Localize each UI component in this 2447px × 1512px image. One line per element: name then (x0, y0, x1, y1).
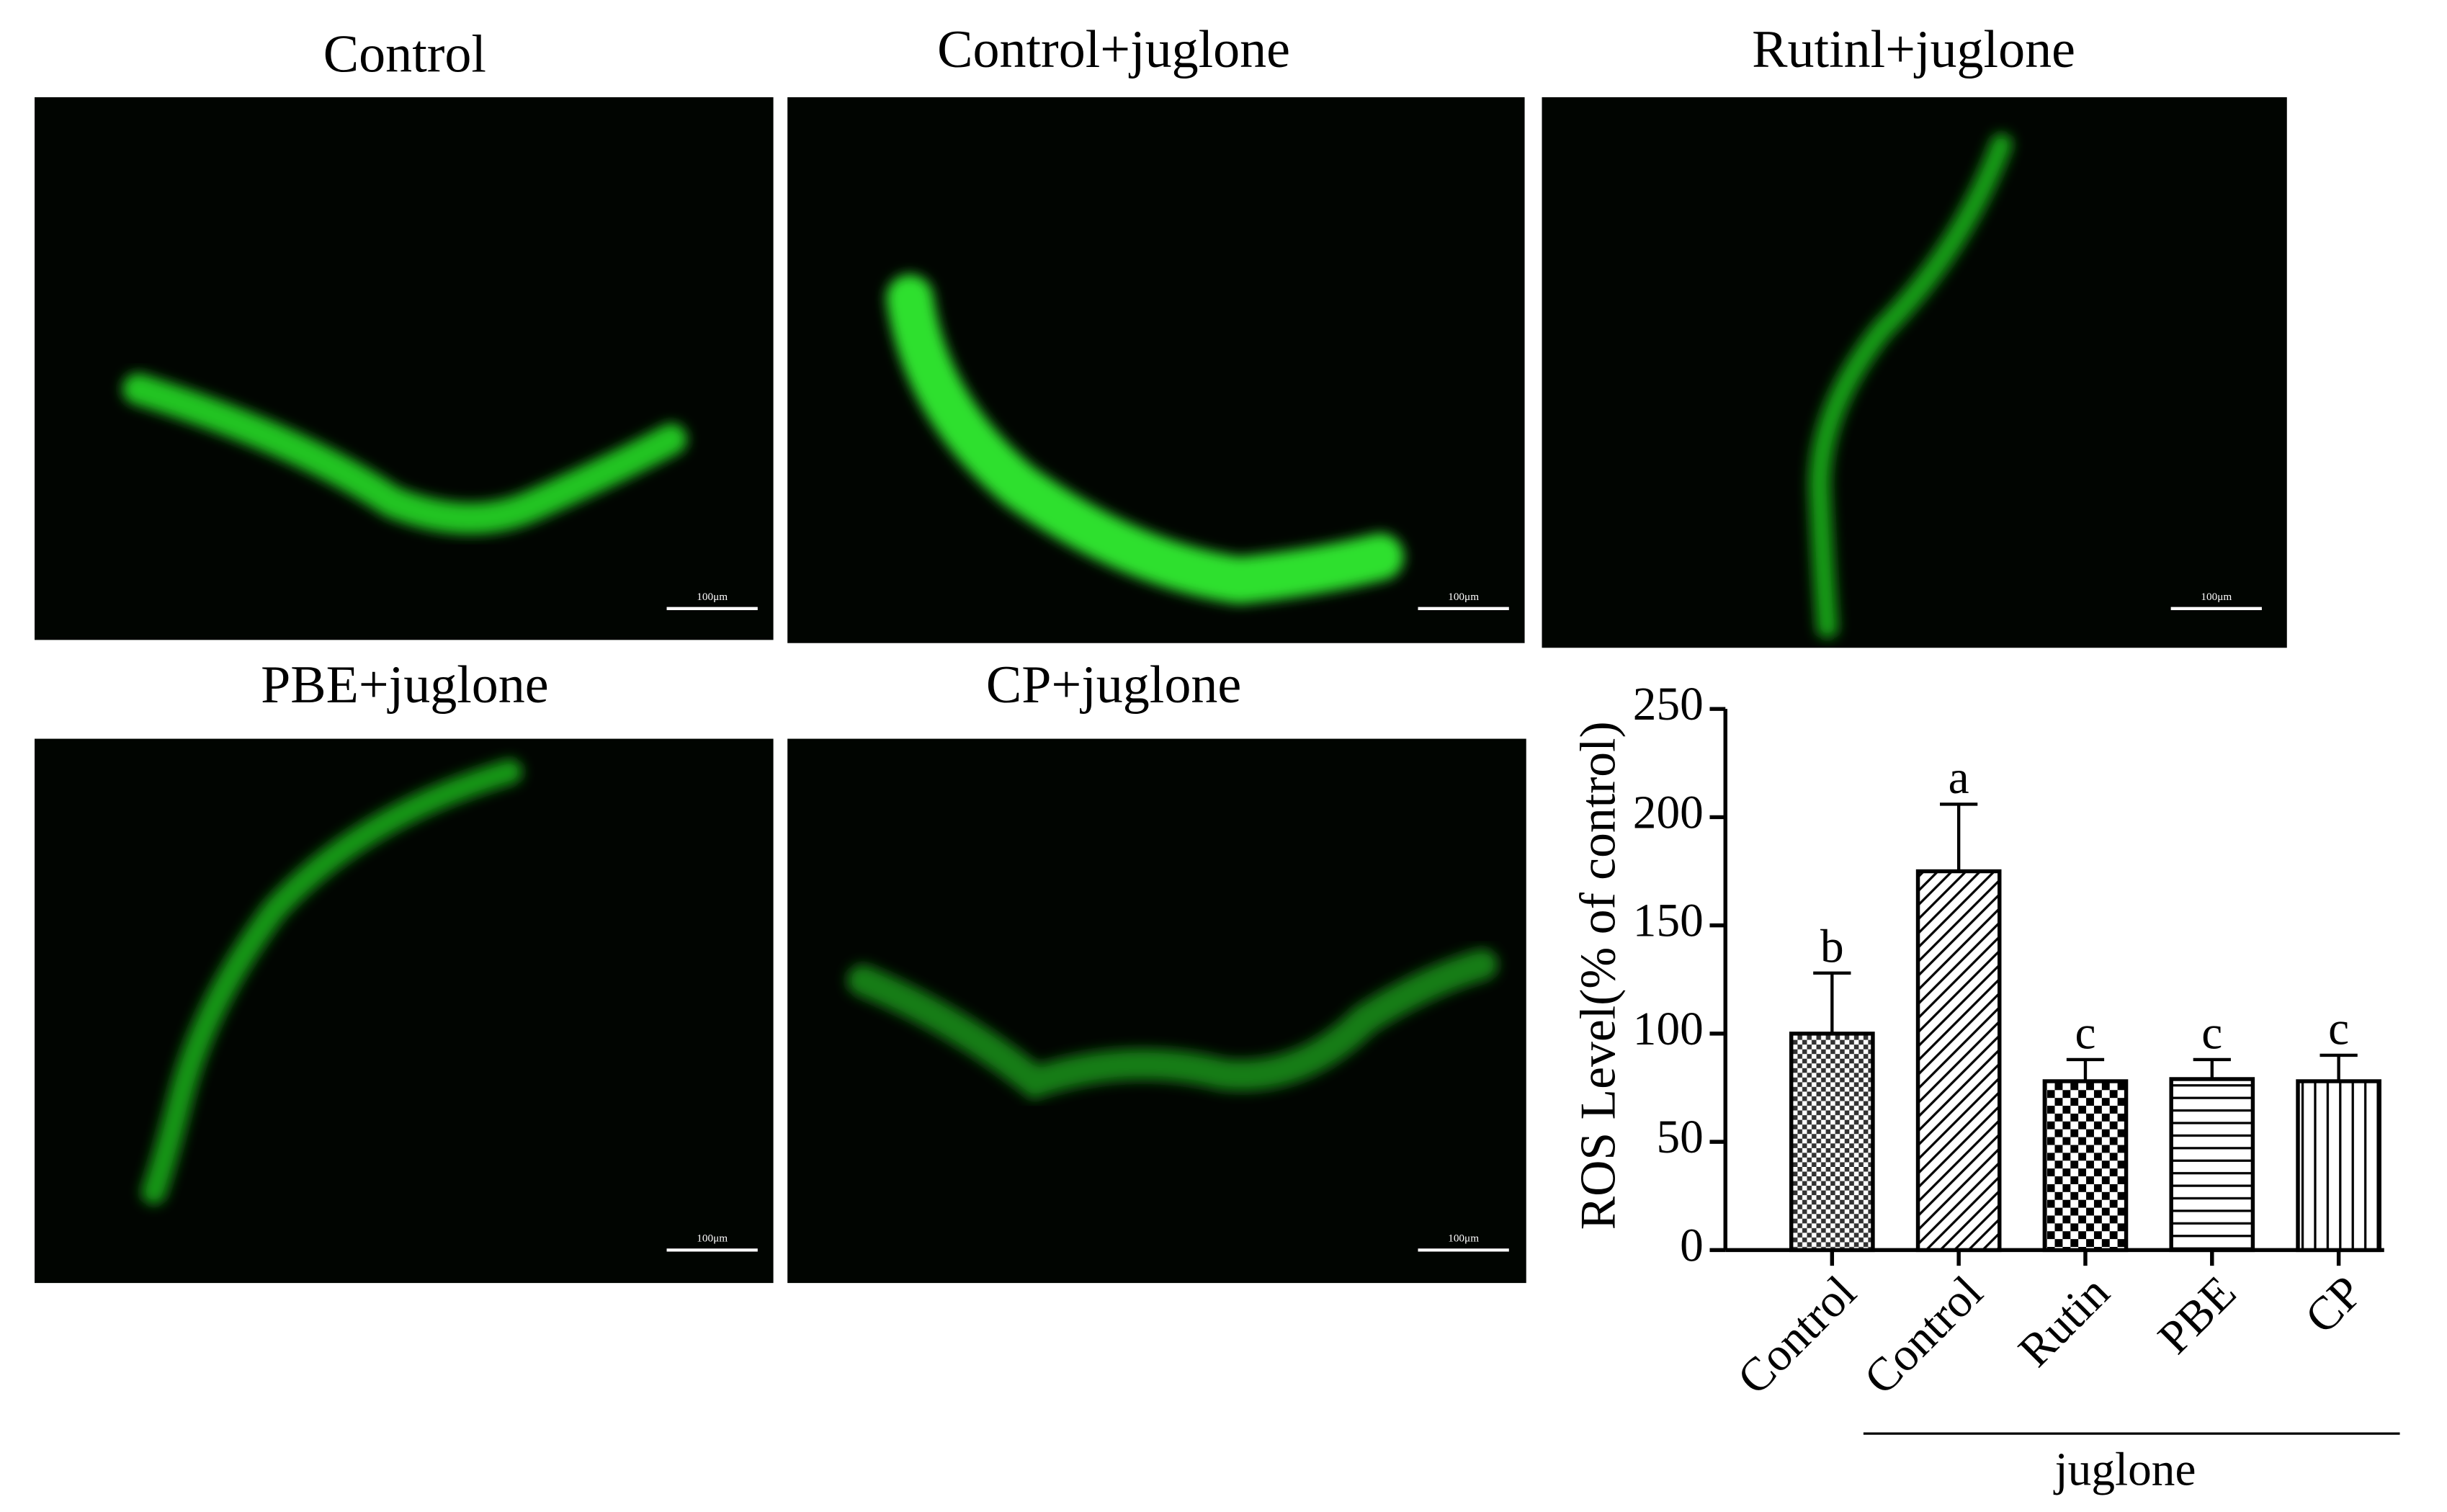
x-tick-label: Rutin (2009, 1266, 2120, 1377)
micrograph: CP+juglone 100μm (787, 656, 1526, 1284)
y-tick-label: 50 (1656, 1111, 1703, 1163)
bar (2042, 1079, 2129, 1253)
panel-title: Control (323, 25, 486, 84)
scale-bar-label: 100μm (697, 1233, 728, 1245)
bar (1789, 1032, 1875, 1253)
y-tick-label: 250 (1633, 679, 1704, 730)
panel-title: CP+juglone (986, 656, 1241, 715)
significance-label: b (1820, 921, 1844, 972)
micrograph: Control+juglone 100μm (787, 20, 1525, 643)
bar (1915, 869, 2002, 1253)
micrograph: Rutinl+juglone 100μm (1542, 20, 2287, 648)
bar-chart: ROS Level(% of control) juglone 0 50 100 15… (1570, 679, 2400, 1496)
significance-label: c (2075, 1007, 2095, 1059)
significance-label: c (2201, 1007, 2222, 1059)
scale-bar-label: 100μm (697, 591, 728, 603)
group-label: juglone (2054, 1444, 2196, 1496)
panel-title: PBE+juglone (261, 656, 549, 715)
y-tick-label: 150 (1633, 895, 1704, 947)
bar (2296, 1079, 2381, 1253)
y-tick-label: 0 (1680, 1220, 1704, 1271)
micrograph: PBE+juglone 100μm (35, 656, 774, 1284)
significance-label: a (1949, 752, 1969, 804)
scale-bar-label: 100μm (1448, 591, 1479, 603)
y-axis-label: ROS Level(% of control) (1570, 721, 1626, 1230)
panel-title: Rutinl+juglone (1752, 20, 2075, 79)
y-tick-label: 100 (1633, 1003, 1704, 1055)
panel-title: Control+juglone (937, 20, 1290, 79)
x-tick-label: Control (1854, 1266, 1992, 1405)
micrograph: Control 100μm (35, 25, 774, 640)
x-tick-label: Control (1728, 1266, 1866, 1405)
x-tick-label: CP (2296, 1266, 2373, 1343)
bar (2169, 1077, 2255, 1253)
scale-bar-label: 100μm (2201, 591, 2232, 603)
scale-bar-label: 100μm (1448, 1233, 1479, 1245)
significance-label: c (2328, 1003, 2349, 1055)
x-tick-label: PBE (2149, 1266, 2247, 1364)
y-tick-label: 200 (1633, 787, 1704, 838)
